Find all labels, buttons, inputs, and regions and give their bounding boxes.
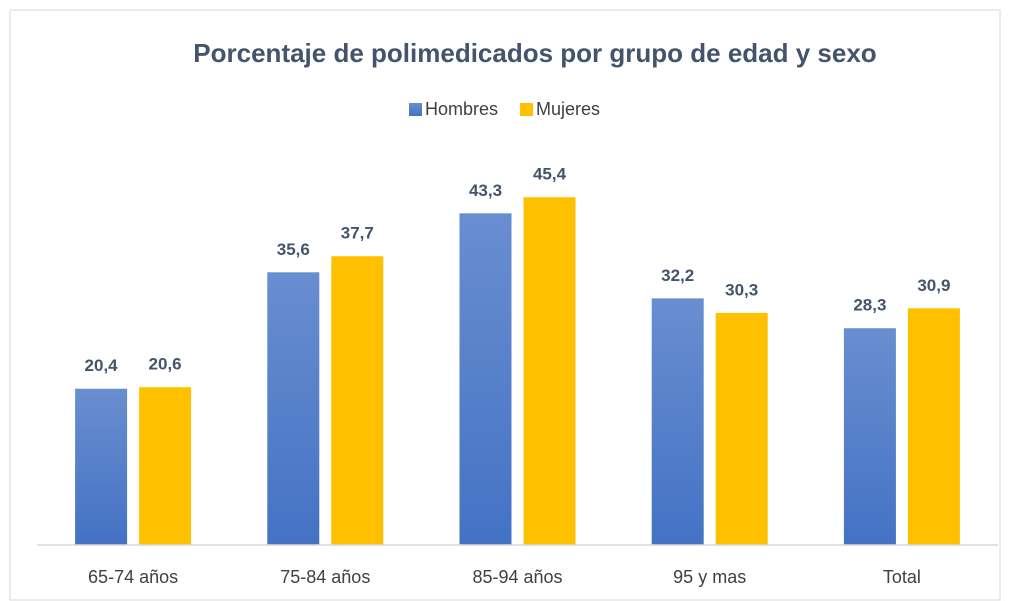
- x-tick-label: 85-94 años: [472, 567, 562, 587]
- data-label: 43,3: [469, 181, 502, 200]
- bar: [907, 308, 960, 545]
- legend-label: Mujeres: [536, 99, 600, 119]
- bar: [843, 328, 896, 545]
- legend-swatch: [409, 103, 422, 116]
- x-tick-label: 75-84 años: [280, 567, 370, 587]
- x-tick-label: 95 y mas: [673, 567, 746, 587]
- legend-label: Hombres: [425, 99, 498, 119]
- legend-swatch: [520, 103, 534, 116]
- bar: [331, 256, 384, 545]
- bar: [651, 298, 704, 545]
- x-tick-label: 65-74 años: [88, 567, 178, 587]
- data-label: 37,7: [341, 224, 374, 243]
- bar: [715, 312, 768, 545]
- data-label: 35,6: [277, 240, 310, 259]
- data-label: 30,9: [917, 276, 950, 295]
- bar: [459, 213, 512, 545]
- x-tick-label: Total: [883, 567, 921, 587]
- data-label: 45,4: [533, 165, 567, 184]
- data-label: 28,3: [853, 296, 886, 315]
- bar: [523, 197, 576, 545]
- bar: [139, 387, 192, 545]
- data-label: 20,4: [85, 356, 119, 375]
- bar: [75, 388, 128, 545]
- bar: [267, 272, 320, 545]
- data-label: 30,3: [725, 280, 758, 299]
- chart-title: Porcentaje de polimedicados por grupo de…: [193, 38, 876, 68]
- data-label: 32,2: [661, 266, 694, 285]
- data-label: 20,6: [149, 355, 182, 374]
